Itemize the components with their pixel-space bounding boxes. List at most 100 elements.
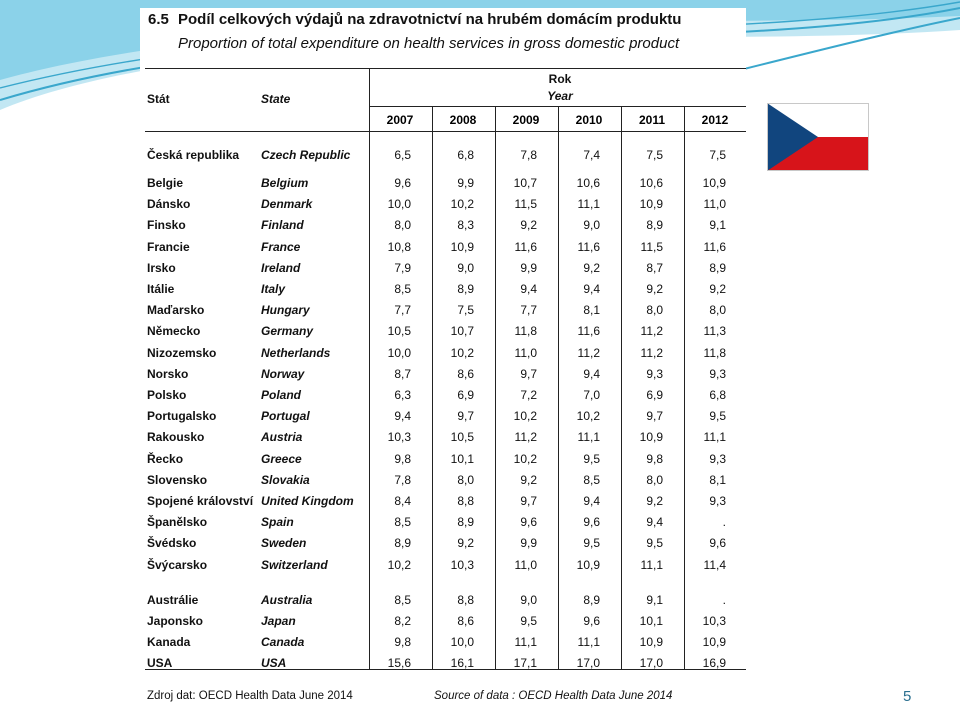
value-cell: 9,3 (646, 367, 663, 381)
column-divider (432, 106, 433, 669)
country-name-cz: Japonsko (147, 614, 204, 628)
value-cell: 11,1 (514, 635, 537, 649)
value-cell: 9,7 (520, 367, 537, 381)
title-cz-text: Podíl celkových výdajů na zdravotnictví … (178, 11, 682, 28)
country-name-en: USA (261, 656, 287, 670)
country-name-cz: Německo (147, 324, 201, 338)
table-row: Francie France 10,8 10,9 11,6 11,6 11,5 11,6 (140, 240, 746, 258)
value-cell: 8,6 (457, 367, 474, 381)
table-title-cz: 6.5 Podíl celkových výdajů na zdravotnict… (148, 11, 681, 28)
country-name-en: Sweden (261, 536, 307, 550)
value-cell: 9,7 (646, 409, 663, 423)
value-cell: 9,2 (646, 494, 663, 508)
value-cell: 10,9 (639, 430, 663, 444)
value-cell: . (722, 515, 726, 529)
value-cell: 10,3 (450, 558, 474, 572)
column-divider (621, 106, 622, 669)
value-cell: 8,6 (457, 614, 474, 628)
value-cell: 11,0 (514, 346, 537, 360)
country-name-cz: Řecko (147, 452, 184, 466)
value-cell: 11,8 (514, 324, 537, 338)
value-cell: 9,5 (583, 536, 600, 550)
value-cell: 7,7 (520, 303, 537, 317)
table-top-rule (145, 68, 746, 69)
table-row: Belgie Belgium 9,6 9,9 10,7 10,6 10,6 10,9 (140, 176, 746, 194)
country-name-cz: Maďarsko (147, 303, 205, 317)
value-cell: 9,1 (646, 593, 663, 607)
value-cell: 8,9 (646, 218, 663, 232)
country-name-en: Hungary (261, 303, 310, 317)
value-cell: 8,4 (394, 494, 411, 508)
value-cell: 9,2 (646, 282, 663, 296)
country-name-en: Finland (261, 218, 304, 232)
value-cell: 9,6 (394, 176, 411, 190)
country-name-en: Slovakia (261, 473, 310, 487)
value-cell: 11,1 (640, 558, 663, 572)
table-row: Španělsko Spain 8,5 8,9 9,6 9,6 9,4. (140, 515, 746, 533)
value-cell: 10,1 (639, 614, 663, 628)
value-cell: 6,5 (394, 148, 411, 162)
value-cell: 9,7 (520, 494, 537, 508)
value-cell: 10,9 (450, 240, 474, 254)
value-cell: 9,2 (709, 282, 726, 296)
header-year-en: Year (547, 89, 573, 103)
country-name-en: Canada (261, 635, 305, 649)
table-row: Dánsko Denmark 10,0 10,2 11,5 11,1 10,9 11,0 (140, 197, 746, 215)
value-cell: 11,1 (703, 430, 726, 444)
country-name-en: Japan (261, 614, 296, 628)
header-state-en: State (261, 92, 291, 106)
year-header: 2008 (449, 113, 477, 127)
table-row: Rakousko Austria 10,3 10,5 11,2 11,1 10,9 11,1 (140, 430, 746, 448)
country-name-en: France (261, 240, 301, 254)
year-header: 2009 (512, 113, 540, 127)
value-cell: 10,7 (450, 324, 474, 338)
value-cell: 10,9 (702, 635, 726, 649)
value-cell: 7,4 (583, 148, 600, 162)
value-cell: 7,7 (394, 303, 411, 317)
value-cell: 9,4 (583, 282, 600, 296)
value-cell: 17,1 (513, 656, 537, 670)
country-name-cz: Spojené království (147, 494, 254, 508)
value-cell: 8,5 (394, 593, 411, 607)
country-name-cz: Kanada (147, 635, 191, 649)
value-cell: 8,0 (457, 473, 474, 487)
value-cell: 9,8 (394, 452, 411, 466)
value-cell: 15,6 (387, 656, 411, 670)
country-name-cz: Itálie (147, 282, 175, 296)
year-header: 2007 (386, 113, 414, 127)
value-cell: 16,9 (702, 656, 726, 670)
value-cell: 17,0 (639, 656, 663, 670)
value-cell: 9,5 (520, 614, 537, 628)
country-name-cz: Austrálie (147, 593, 199, 607)
value-cell: 9,1 (709, 218, 726, 232)
table-row: Řecko Greece 9,8 10,1 10,2 9,5 9,8 9,3 (140, 452, 746, 470)
value-cell: 8,9 (583, 593, 600, 607)
source-note-en: Source of data : OECD Health Data June 2… (434, 690, 673, 702)
country-name-cz: Francie (147, 240, 190, 254)
country-name-en: Belgium (261, 176, 309, 190)
value-cell: 9,2 (520, 218, 537, 232)
value-cell: 10,6 (639, 176, 663, 190)
value-cell: 11,2 (514, 430, 537, 444)
value-cell: 9,4 (583, 494, 600, 508)
value-cell: 10,3 (702, 614, 726, 628)
value-cell: 8,9 (457, 282, 474, 296)
value-cell: 9,4 (520, 282, 537, 296)
value-cell: 9,5 (709, 409, 726, 423)
value-cell: 11,1 (577, 635, 600, 649)
value-cell: 7,0 (583, 388, 600, 402)
column-divider (495, 106, 496, 669)
country-name-cz: Švýcarsko (147, 558, 208, 572)
value-cell: 10,2 (450, 197, 474, 211)
value-cell: 10,9 (639, 635, 663, 649)
value-cell: 11,5 (514, 197, 537, 211)
column-divider (558, 106, 559, 669)
column-divider (684, 106, 685, 669)
value-cell: 8,8 (457, 494, 474, 508)
value-cell: 7,8 (520, 148, 537, 162)
country-name-en: Spain (261, 515, 294, 529)
value-cell: 8,2 (394, 614, 411, 628)
table-row: Finsko Finland 8,0 8,3 9,2 9,0 8,9 9,1 (140, 218, 746, 236)
value-cell: 10,1 (450, 452, 474, 466)
value-cell: 8,1 (583, 303, 600, 317)
